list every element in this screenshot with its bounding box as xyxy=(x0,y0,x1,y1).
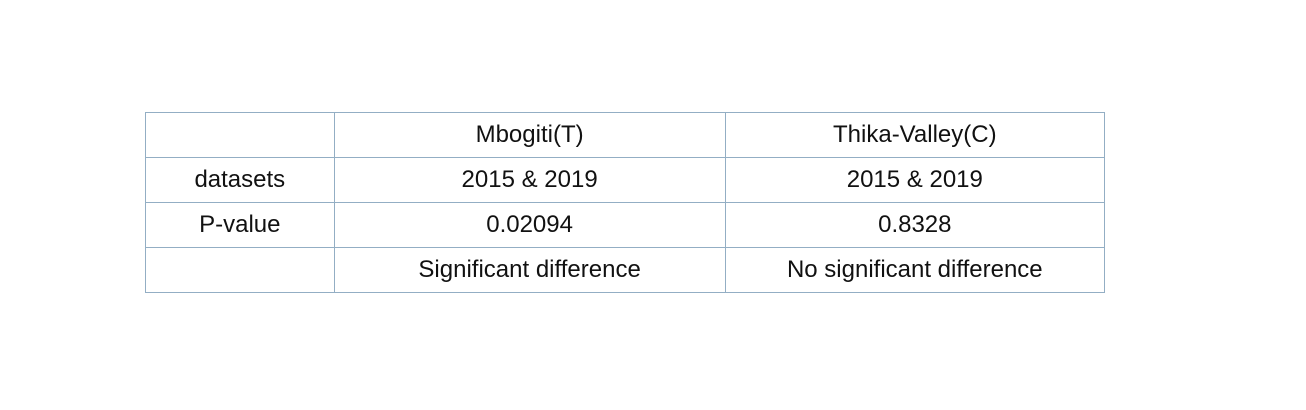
table-row-conclusion: Significant difference No significant di… xyxy=(145,247,1106,293)
table-row-p-value: P-value 0.02094 0.8328 xyxy=(145,202,1106,248)
row-label-datasets: datasets xyxy=(145,157,335,203)
results-table: Mbogiti(T) Thika-Valley(C) datasets 2015… xyxy=(145,112,1106,293)
row-label-p-value: P-value xyxy=(145,202,335,248)
cell-mbogiti-datasets: 2015 & 2019 xyxy=(333,157,726,203)
table-header-row: Mbogiti(T) Thika-Valley(C) xyxy=(145,112,1106,158)
cell-mbogiti-conclusion: Significant difference xyxy=(333,247,726,293)
cell-thika-conclusion: No significant difference xyxy=(724,247,1106,293)
table-row-datasets: datasets 2015 & 2019 2015 & 2019 xyxy=(145,157,1106,203)
cell-mbogiti-p-value: 0.02094 xyxy=(333,202,726,248)
header-thika-valley: Thika-Valley(C) xyxy=(724,112,1106,158)
row-label-empty xyxy=(145,247,335,293)
cell-thika-datasets: 2015 & 2019 xyxy=(724,157,1106,203)
header-empty-cell xyxy=(145,112,335,158)
cell-thika-p-value: 0.8328 xyxy=(724,202,1106,248)
header-mbogiti: Mbogiti(T) xyxy=(333,112,726,158)
